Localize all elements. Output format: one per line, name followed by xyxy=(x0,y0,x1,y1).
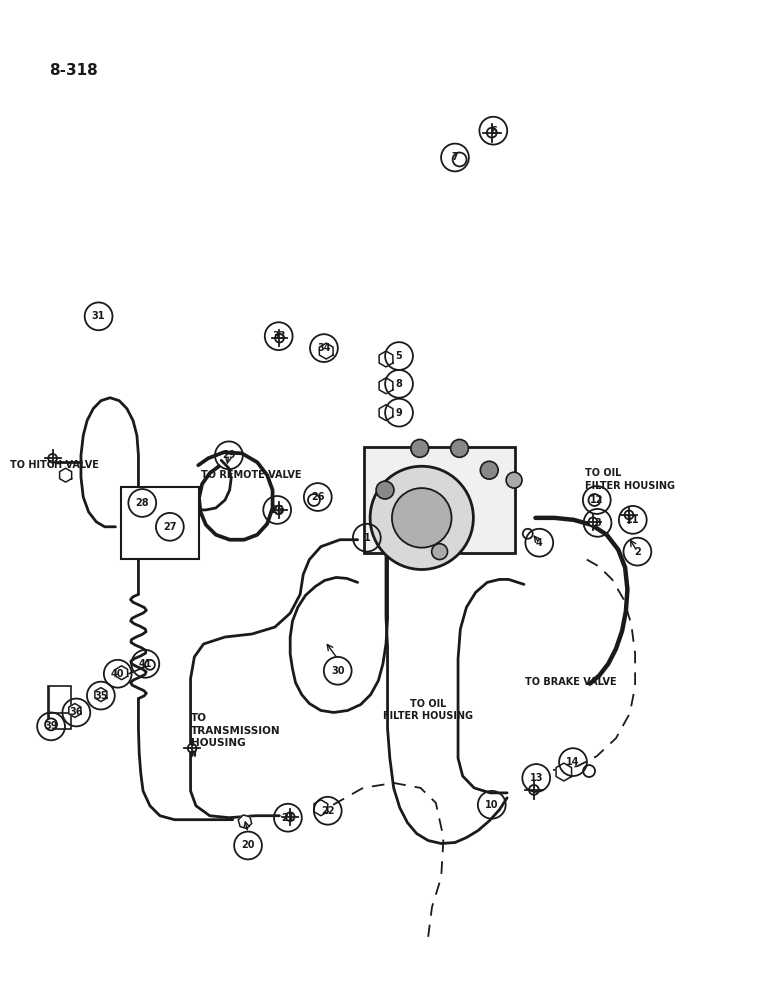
Text: 8: 8 xyxy=(395,379,402,389)
Circle shape xyxy=(480,461,498,479)
Polygon shape xyxy=(379,351,393,367)
Circle shape xyxy=(308,494,320,506)
Circle shape xyxy=(432,544,448,560)
Circle shape xyxy=(286,812,295,821)
Circle shape xyxy=(188,744,196,753)
Circle shape xyxy=(625,511,633,519)
Text: 21: 21 xyxy=(281,813,295,823)
Text: TO OIL
FILTER HOUSING: TO OIL FILTER HOUSING xyxy=(585,468,676,491)
Text: TO REMOTE VALVE: TO REMOTE VALVE xyxy=(201,470,301,480)
Text: 9: 9 xyxy=(396,408,402,418)
Text: 2: 2 xyxy=(634,547,641,557)
Circle shape xyxy=(588,494,601,506)
Text: 33: 33 xyxy=(272,331,286,341)
Text: 28: 28 xyxy=(135,498,149,508)
Text: 13: 13 xyxy=(530,773,543,783)
Text: 14: 14 xyxy=(567,757,580,767)
Text: 41: 41 xyxy=(139,659,152,669)
Polygon shape xyxy=(239,815,252,828)
Polygon shape xyxy=(556,763,571,781)
Text: 4: 4 xyxy=(536,538,543,548)
Polygon shape xyxy=(320,343,333,359)
Polygon shape xyxy=(59,468,72,482)
Text: 10: 10 xyxy=(485,800,499,810)
Circle shape xyxy=(370,466,473,569)
Text: 6: 6 xyxy=(490,126,496,136)
Circle shape xyxy=(583,765,595,777)
Text: 20: 20 xyxy=(242,840,255,850)
Text: 26: 26 xyxy=(311,492,324,502)
Text: 29: 29 xyxy=(222,450,235,460)
Text: 22: 22 xyxy=(321,806,334,816)
Polygon shape xyxy=(69,704,81,717)
Circle shape xyxy=(48,454,57,463)
FancyBboxPatch shape xyxy=(364,447,515,553)
Text: 36: 36 xyxy=(69,707,83,717)
Text: 25: 25 xyxy=(270,505,284,515)
Polygon shape xyxy=(116,666,127,680)
Circle shape xyxy=(411,439,428,457)
Text: 35: 35 xyxy=(94,691,107,701)
Text: 7: 7 xyxy=(452,152,459,162)
Circle shape xyxy=(376,481,394,499)
Circle shape xyxy=(145,660,155,670)
Text: 31: 31 xyxy=(92,311,105,321)
Circle shape xyxy=(487,128,496,138)
Text: TO
TRANSMISSION
HOUSING: TO TRANSMISSION HOUSING xyxy=(191,713,280,748)
Text: 5: 5 xyxy=(396,351,402,361)
Circle shape xyxy=(275,334,284,343)
Circle shape xyxy=(392,488,452,548)
Polygon shape xyxy=(314,800,328,816)
Text: 3: 3 xyxy=(594,518,601,528)
Circle shape xyxy=(274,506,283,514)
Circle shape xyxy=(506,472,522,488)
Text: 40: 40 xyxy=(111,669,124,679)
Circle shape xyxy=(451,439,469,457)
Circle shape xyxy=(452,153,466,166)
Text: 8-318: 8-318 xyxy=(49,63,97,78)
Text: 12: 12 xyxy=(590,495,604,505)
Circle shape xyxy=(45,718,57,730)
Text: 1: 1 xyxy=(364,533,371,543)
Text: 30: 30 xyxy=(331,666,344,676)
Polygon shape xyxy=(379,378,393,394)
Text: TO OIL
FILTER HOUSING: TO OIL FILTER HOUSING xyxy=(383,699,473,721)
Circle shape xyxy=(529,785,539,795)
Text: 27: 27 xyxy=(163,522,177,532)
Text: TO BRAKE VALVE: TO BRAKE VALVE xyxy=(526,677,617,687)
Text: 39: 39 xyxy=(44,721,58,731)
FancyBboxPatch shape xyxy=(49,686,71,729)
Circle shape xyxy=(523,529,533,539)
Text: TO HITCH VALVE: TO HITCH VALVE xyxy=(11,460,100,470)
Circle shape xyxy=(588,517,598,526)
Polygon shape xyxy=(379,405,393,421)
Polygon shape xyxy=(95,688,107,702)
Text: 34: 34 xyxy=(317,343,330,353)
FancyBboxPatch shape xyxy=(120,487,199,559)
Text: 11: 11 xyxy=(626,515,639,525)
